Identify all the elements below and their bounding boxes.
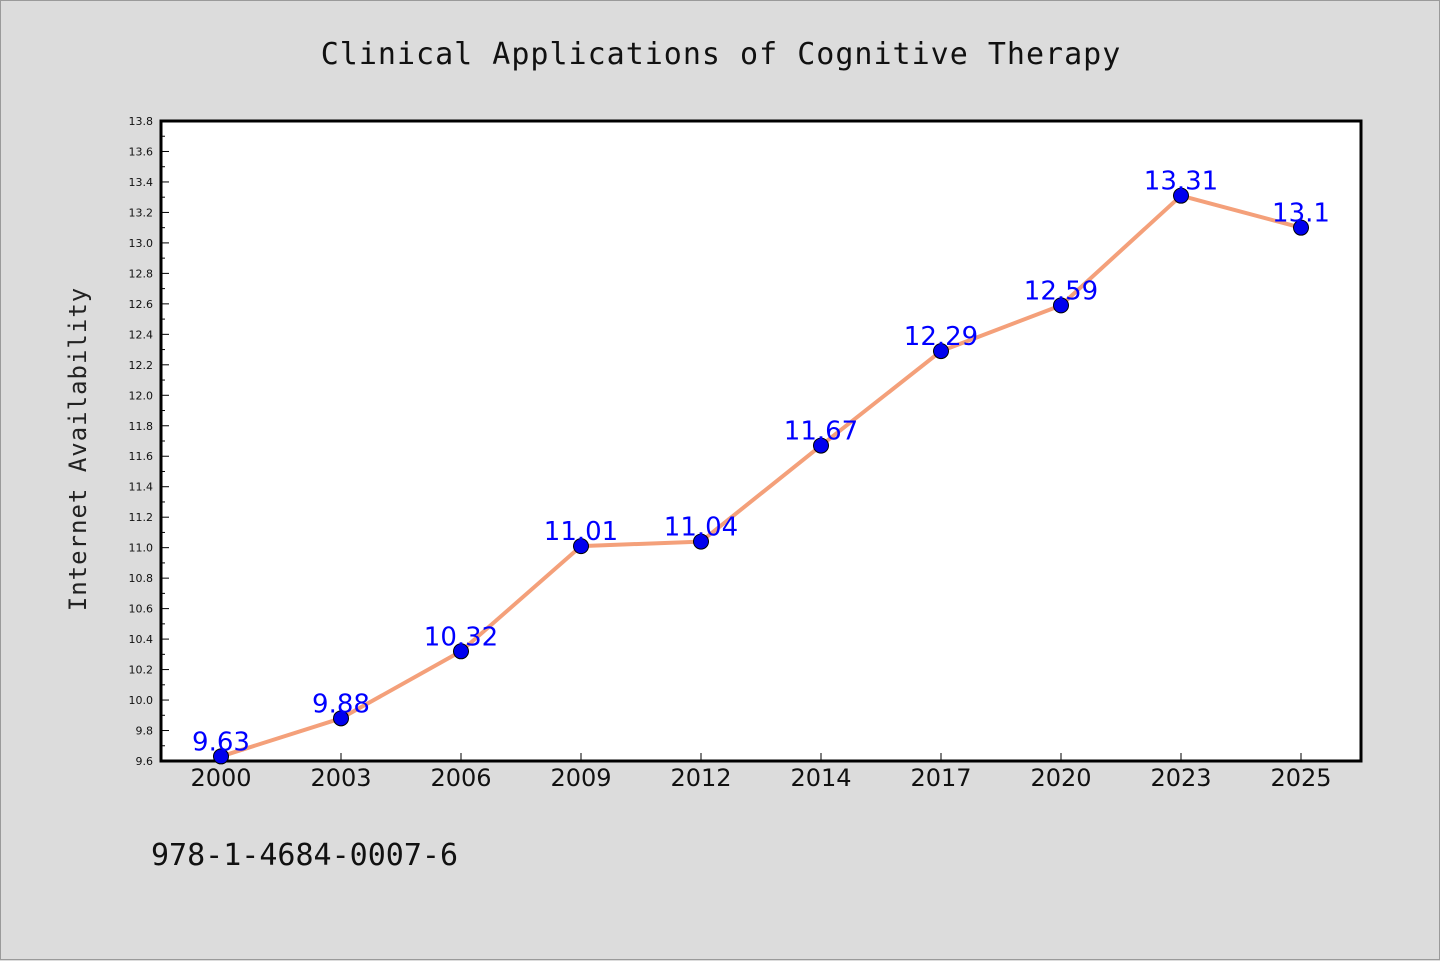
data-label: 12.29 xyxy=(904,322,978,352)
y-tick-label: 11.2 xyxy=(129,511,154,524)
y-tick-label: 13.8 xyxy=(129,115,154,128)
x-tick-label: 2003 xyxy=(310,764,371,792)
data-label: 9.88 xyxy=(312,689,370,719)
y-tick-label: 11.4 xyxy=(129,481,154,494)
data-label: 9.63 xyxy=(192,727,250,757)
data-point xyxy=(573,538,589,555)
y-tick-label: 10.0 xyxy=(129,694,154,707)
y-tick-label: 10.8 xyxy=(129,572,154,585)
data-point xyxy=(213,748,229,765)
data-point xyxy=(1053,297,1069,314)
data-point xyxy=(693,533,709,550)
x-tick-label: 2023 xyxy=(1150,764,1211,792)
x-axis-ticks: 2000 2003 2006 2009 2012 2014 2017 2020 2023 2025 xyxy=(190,753,1332,792)
data-label: 11.04 xyxy=(664,513,738,543)
y-tick-label: 13.6 xyxy=(129,145,154,158)
data-label: 11.01 xyxy=(544,517,618,547)
data-label-layer: 9.63 9.88 10.32 11.01 11.04 11.67 12.29 12.59 13… xyxy=(192,167,1330,758)
y-tick-label: 13.2 xyxy=(129,206,154,219)
y-tick-label: 12.8 xyxy=(129,267,154,280)
y-tick-label: 11.0 xyxy=(129,542,154,555)
series-layer xyxy=(213,187,1309,765)
data-label: 11.67 xyxy=(784,417,858,447)
y-tick-label: 12.2 xyxy=(129,359,154,372)
y-axis-ticks: 9.6 9.8 10.0 10.2 10.4 10.6 10.8 11.0 11.2 11.4 11… xyxy=(129,115,169,768)
x-tick-label: 2000 xyxy=(190,764,251,792)
data-point xyxy=(453,643,469,660)
y-tick-label: 10.6 xyxy=(129,603,154,616)
chart-title: Clinical Applications of Cognitive Thera… xyxy=(321,37,1122,72)
y-axis-label: Internet Availability xyxy=(64,287,92,611)
y-tick-label: 10.4 xyxy=(129,633,154,646)
y-tick-label: 12.4 xyxy=(129,328,154,341)
x-tick-label: 2025 xyxy=(1270,764,1331,792)
y-tick-label: 11.6 xyxy=(129,450,154,463)
x-tick-label: 2014 xyxy=(790,764,851,792)
plot-area xyxy=(159,119,1363,763)
data-label: 10.32 xyxy=(424,622,498,652)
x-tick-label: 2009 xyxy=(550,764,611,792)
y-tick-label: 9.6 xyxy=(136,755,154,768)
series-line xyxy=(220,193,1302,759)
data-point xyxy=(333,710,349,727)
data-point xyxy=(1293,219,1309,236)
data-label: 13.31 xyxy=(1144,167,1218,197)
x-tick-label: 2020 xyxy=(1030,764,1091,792)
data-label: 13.1 xyxy=(1272,199,1330,229)
y-tick-label: 10.2 xyxy=(129,664,154,677)
y-tick-label: 13.0 xyxy=(129,237,154,250)
data-point xyxy=(1173,187,1189,204)
y-tick-label: 11.8 xyxy=(129,420,154,433)
data-label: 12.59 xyxy=(1024,276,1098,306)
x-tick-label: 2017 xyxy=(910,764,971,792)
x-tick-label: 2012 xyxy=(670,764,731,792)
x-tick-label: 2006 xyxy=(430,764,491,792)
y-tick-label: 12.0 xyxy=(129,389,154,402)
isbn-footer: 978-1-4684-0007-6 xyxy=(151,838,458,873)
data-point xyxy=(933,343,949,360)
y-tick-label: 12.6 xyxy=(129,298,154,311)
y-tick-label: 13.4 xyxy=(129,176,154,189)
data-point xyxy=(813,437,829,454)
y-tick-label: 9.8 xyxy=(136,725,154,738)
